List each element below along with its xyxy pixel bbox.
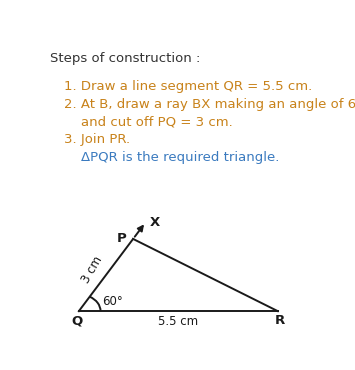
Text: Steps of construction :: Steps of construction : [50, 51, 200, 64]
Text: 1. Draw a line segment QR = 5.5 cm.: 1. Draw a line segment QR = 5.5 cm. [64, 80, 312, 93]
Text: and cut off PQ = 3 cm.: and cut off PQ = 3 cm. [64, 115, 233, 128]
Text: 2. At B, draw a ray BX making an angle of 60°: 2. At B, draw a ray BX making an angle o… [64, 98, 355, 111]
Text: ΔPQR is the required triangle.: ΔPQR is the required triangle. [64, 151, 279, 164]
Text: 3. Join PR.: 3. Join PR. [64, 133, 130, 146]
